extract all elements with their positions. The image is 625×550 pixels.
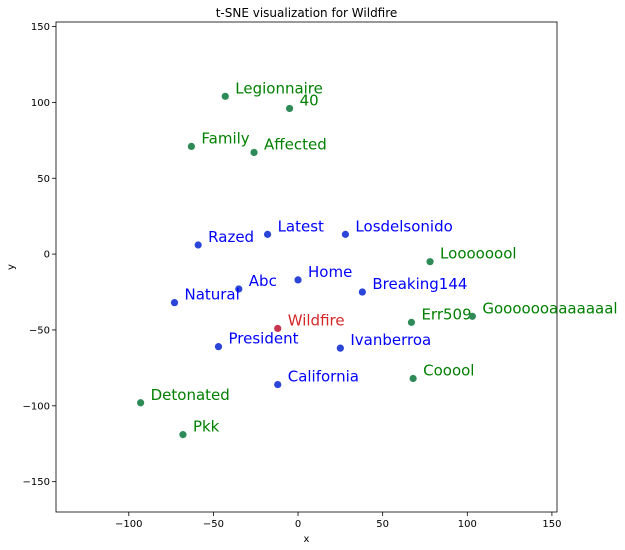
y-axis: −150 −100 −50 0 50 100 150 — [23, 22, 56, 488]
point-label-detonated: Detonated — [151, 386, 230, 404]
x-tick-label: 150 — [542, 519, 561, 530]
x-axis: −100 −50 0 50 100 150 — [115, 512, 561, 530]
point-label-pkk: Pkk — [193, 418, 220, 436]
point-label-loooooool: Loooooool — [440, 245, 517, 263]
scatter-points: Wildfire Latest Losdelsonido Razed Abc Home Br… — [137, 79, 618, 439]
x-axis-label: x — [304, 534, 310, 545]
point-ivanberroa — [336, 344, 344, 352]
point-legionnaire — [221, 92, 229, 100]
point-family — [187, 142, 196, 150]
point-natural — [170, 299, 179, 307]
y-axis-label: y — [6, 264, 17, 270]
point-label-abc: Abc — [249, 272, 277, 290]
point-label-california: California — [288, 368, 359, 386]
y-tick-label: −100 — [23, 401, 50, 412]
x-tick-label: 0 — [295, 519, 301, 530]
y-tick-label: 150 — [31, 22, 50, 33]
point-40 — [285, 104, 294, 113]
point-latest — [263, 230, 272, 238]
point-label-losdelsonido: Losdelsonido — [355, 217, 452, 235]
plot-area — [55, 21, 558, 513]
x-tick-label: 50 — [376, 519, 389, 530]
x-tick-label: 100 — [458, 519, 477, 530]
point-breaking144 — [358, 288, 366, 296]
chart-title: t-SNE visualization for Wildfire — [216, 6, 398, 20]
point-label-latest: Latest — [278, 217, 324, 235]
point-affected — [250, 148, 258, 157]
point-err509 — [407, 318, 416, 326]
point-label-err509: Err509 — [421, 305, 471, 323]
point-gooooooaaaaaaal — [468, 312, 476, 320]
point-label-gooooooaaaaaaal: Gooooooaaaaaaal — [482, 299, 617, 317]
point-label-wildfire: Wildfire — [288, 311, 345, 329]
point-label-natural: Natural — [184, 286, 239, 304]
point-label-40: 40 — [300, 91, 319, 109]
y-tick-label: 50 — [37, 174, 50, 185]
point-label-razed: Razed — [208, 228, 254, 246]
point-label-legionnaire: Legionnaire — [235, 79, 323, 97]
y-tick-label: 0 — [44, 250, 50, 261]
point-detonated — [137, 399, 145, 407]
point-label-cooool: Cooool — [423, 362, 474, 380]
point-abc — [235, 285, 243, 293]
x-tick-label: −50 — [203, 519, 224, 530]
point-label-ivanberroa: Ivanberroa — [350, 331, 431, 349]
point-label-family: Family — [201, 129, 249, 147]
point-california — [274, 380, 282, 389]
point-pkk — [179, 431, 187, 439]
point-label-president: President — [228, 330, 298, 348]
point-wildfire — [274, 324, 282, 333]
point-label-home: Home — [308, 263, 352, 281]
point-label-affected: Affected — [264, 135, 327, 153]
point-losdelsonido — [341, 230, 350, 238]
y-tick-label: 100 — [31, 98, 50, 109]
point-cooool — [409, 374, 417, 383]
x-tick-label: −100 — [115, 519, 142, 530]
point-razed — [194, 241, 202, 249]
y-tick-label: −150 — [23, 477, 50, 488]
y-tick-label: −50 — [29, 325, 50, 336]
point-label-breaking144: Breaking144 — [372, 275, 467, 293]
point-president — [214, 343, 223, 351]
point-loooooool — [426, 258, 434, 266]
point-home — [294, 276, 302, 284]
